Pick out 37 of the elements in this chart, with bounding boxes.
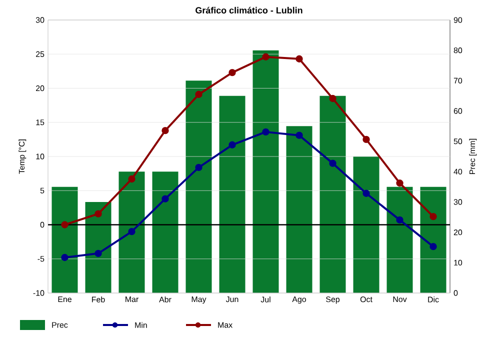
point [162, 126, 169, 134]
point [195, 90, 202, 98]
point [61, 221, 68, 228]
bar [118, 172, 145, 293]
point [396, 180, 404, 187]
bar [386, 186, 413, 293]
point [228, 68, 236, 76]
point [195, 164, 202, 172]
point [329, 160, 336, 167]
point [296, 55, 303, 62]
chart-title: Gráfico climático - Lublin [196, 6, 302, 14]
point [128, 175, 136, 183]
bar [85, 202, 112, 293]
bar [286, 126, 312, 293]
bar [252, 50, 279, 293]
point [430, 212, 437, 220]
bar [353, 156, 380, 293]
bar [52, 186, 78, 293]
point [396, 216, 404, 224]
point [94, 250, 102, 258]
bar [420, 186, 446, 293]
bar [320, 96, 346, 293]
point [61, 254, 68, 262]
point [362, 190, 370, 197]
point [94, 210, 102, 218]
point [296, 132, 303, 139]
point [430, 243, 437, 250]
bar [186, 80, 212, 293]
point [162, 195, 169, 202]
point [262, 53, 270, 60]
point [362, 136, 370, 144]
point [329, 94, 336, 102]
point [128, 228, 136, 236]
bar [219, 96, 246, 293]
bar [152, 172, 178, 293]
point [228, 141, 236, 148]
point [262, 128, 270, 136]
